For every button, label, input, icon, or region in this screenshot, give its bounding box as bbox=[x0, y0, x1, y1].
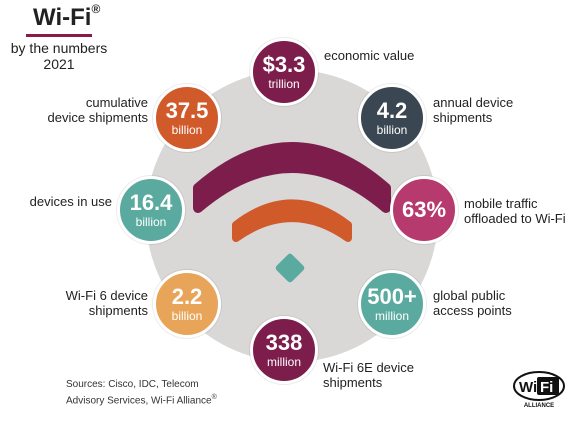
stat-unit: billion bbox=[171, 122, 203, 137]
stat-value: 4.2 bbox=[376, 97, 408, 123]
wifi-inner-arc bbox=[232, 199, 352, 242]
label-mobile-offload: mobile traffic offloaded to Wi-Fi bbox=[464, 196, 566, 226]
label-line: mobile traffic bbox=[464, 196, 538, 211]
subtitle: by the numbers 2021 bbox=[0, 40, 118, 72]
stat-unit: trillion bbox=[268, 76, 300, 91]
label-annual-shipments: annual device shipments bbox=[433, 95, 513, 125]
registered-mark: ® bbox=[211, 394, 217, 401]
label-line: Wi-Fi 6 device bbox=[65, 288, 148, 303]
sources-line-2: Advisory Services, Wi-Fi Alliance bbox=[66, 395, 212, 407]
label-wifi6e-shipments: Wi-Fi 6E device shipments bbox=[323, 360, 414, 390]
stat-unit: billion bbox=[135, 214, 167, 229]
stat-value: 338 bbox=[265, 329, 303, 355]
wifi-alliance-logo-icon: Wi Fi ALLIANCE bbox=[513, 371, 565, 409]
label-line: offloaded to Wi-Fi bbox=[464, 211, 566, 226]
stat-public-access: 500+ million bbox=[358, 270, 426, 338]
label-line: shipments bbox=[323, 375, 383, 390]
label-devices-in-use: devices in use bbox=[29, 194, 112, 209]
page-title: Wi-Fi® bbox=[33, 2, 100, 32]
wifi-outer-arc bbox=[193, 142, 391, 213]
stat-value: 37.5 bbox=[165, 97, 209, 123]
stat-devices-in-use: 16.4 billion bbox=[117, 176, 185, 244]
stat-wifi6-shipments: 2.2 billion bbox=[153, 270, 221, 338]
svg-text:Fi: Fi bbox=[540, 379, 553, 396]
registered-mark: ® bbox=[91, 2, 101, 16]
label-line: device shipments bbox=[47, 110, 148, 125]
wifi-dot bbox=[275, 253, 305, 283]
svg-text:ALLIANCE: ALLIANCE bbox=[524, 403, 554, 409]
sources-line-1: Sources: Cisco, IDC, Telecom bbox=[66, 379, 199, 390]
label-line: shipments bbox=[433, 110, 493, 125]
title-text: Wi-Fi bbox=[33, 4, 92, 31]
stat-unit: million bbox=[266, 354, 301, 369]
stat-annual-shipments: 4.2 billion bbox=[358, 84, 426, 152]
stat-wifi6e-shipments: 338 million bbox=[250, 316, 318, 384]
stat-unit: billion bbox=[376, 122, 408, 137]
label-cumulative-shipments: cumulative device shipments bbox=[26, 95, 148, 125]
label-line: access points bbox=[433, 303, 512, 318]
label-line: cumulative bbox=[85, 95, 148, 110]
label-line: annual device bbox=[433, 95, 514, 110]
label-public-access: global public access points bbox=[433, 288, 512, 318]
label-wifi6-shipments: Wi-Fi 6 device shipments bbox=[44, 288, 148, 318]
stat-unit: million bbox=[374, 308, 409, 323]
stat-value: $3.3 bbox=[262, 51, 306, 77]
label-line: global public bbox=[433, 288, 506, 303]
stat-economic-value: $3.3 trillion bbox=[250, 38, 318, 106]
stat-value: 2.2 bbox=[171, 283, 203, 309]
sources-note: Sources: Cisco, IDC, Telecom Advisory Se… bbox=[66, 378, 217, 407]
stat-value: 16.4 bbox=[129, 189, 173, 215]
label-line: Wi-Fi 6E device bbox=[323, 360, 415, 375]
svg-text:Wi: Wi bbox=[519, 379, 537, 396]
label-economic-value: economic value bbox=[324, 48, 415, 63]
stat-unit: billion bbox=[171, 308, 203, 323]
label-line: shipments bbox=[88, 303, 148, 318]
stat-cumulative-shipments: 37.5 billion bbox=[153, 84, 221, 152]
wifi-symbol-icon bbox=[193, 142, 391, 283]
title-underline bbox=[26, 34, 92, 37]
subtitle-line-1: by the numbers bbox=[10, 40, 108, 56]
stat-mobile-offload: 63% bbox=[390, 176, 458, 244]
subtitle-year: 2021 bbox=[43, 56, 75, 72]
stat-value: 63% bbox=[401, 197, 447, 222]
stat-value: 500+ bbox=[367, 283, 417, 309]
